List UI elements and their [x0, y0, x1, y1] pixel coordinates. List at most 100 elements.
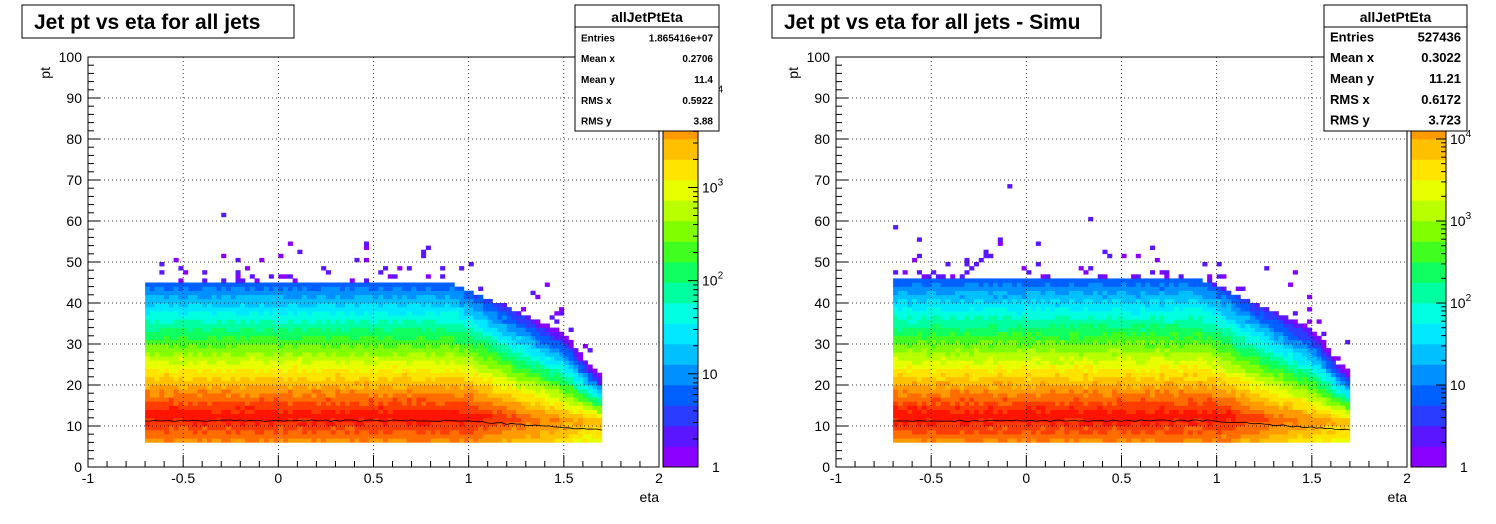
heatmap-cell	[444, 360, 450, 365]
heatmap-cell	[349, 303, 355, 308]
heatmap-cell	[511, 319, 517, 324]
heatmap-cell	[983, 426, 989, 431]
heatmap-cell	[544, 372, 550, 378]
heatmap-cell	[335, 303, 341, 308]
heatmap-cell	[254, 417, 260, 423]
heatmap-cell	[321, 389, 327, 394]
heatmap-cell	[478, 294, 484, 300]
heatmap-cell	[525, 380, 531, 386]
heatmap-cell	[311, 356, 317, 361]
heatmap-cell	[268, 434, 274, 439]
heatmap-cell	[406, 356, 412, 361]
heatmap-cell	[440, 344, 446, 349]
heatmap-cell	[173, 348, 179, 353]
heatmap-cell	[373, 372, 379, 378]
heatmap-cell	[249, 307, 255, 312]
heatmap-cell	[378, 298, 384, 304]
heatmap-cell	[302, 348, 308, 353]
heatmap-cell	[983, 290, 989, 296]
heatmap-cell	[311, 294, 317, 300]
heatmap-cell	[164, 393, 170, 398]
heatmap-cell	[1002, 286, 1008, 291]
heatmap-cell	[183, 413, 189, 419]
heatmap-cell	[582, 393, 588, 398]
heatmap-cell	[363, 393, 370, 398]
heatmap-cell	[530, 323, 536, 328]
heatmap-cell	[582, 426, 588, 431]
heatmap-cell	[344, 352, 351, 357]
heatmap-cell	[444, 364, 450, 369]
heatmap-cell	[211, 389, 217, 394]
heatmap-cell	[440, 380, 446, 386]
heatmap-cell	[973, 421, 980, 427]
heatmap-cell	[983, 311, 989, 316]
heatmap-cell	[406, 339, 412, 345]
heatmap-cell	[211, 286, 217, 291]
heatmap-cell	[573, 376, 579, 382]
heatmap-cell	[559, 393, 565, 398]
heatmap-cell	[202, 270, 208, 275]
heatmap-cell	[940, 360, 946, 365]
heatmap-cell	[211, 438, 217, 443]
heatmap-cell	[501, 364, 508, 369]
heatmap-cell	[1021, 364, 1027, 369]
heatmap-cell	[273, 389, 279, 394]
heatmap-cell	[506, 319, 512, 324]
heatmap-cell	[311, 352, 317, 357]
heatmap-cell	[563, 426, 569, 431]
heatmap-cell	[921, 360, 927, 365]
heatmap-cell	[463, 356, 469, 361]
heatmap-cell	[192, 434, 198, 439]
heatmap-cell	[530, 327, 536, 332]
heatmap-cell	[907, 372, 913, 378]
heatmap-cell	[325, 368, 331, 373]
heatmap-cell	[1016, 339, 1022, 345]
heatmap-cell	[1026, 307, 1032, 312]
heatmap-cell	[406, 315, 412, 320]
heatmap-cell	[178, 315, 184, 320]
heatmap-cell	[988, 253, 994, 259]
heatmap-cell	[311, 327, 317, 332]
heatmap-cell	[149, 430, 155, 435]
heatmap-cell	[1012, 360, 1018, 365]
heatmap-cell	[487, 434, 493, 439]
heatmap-cell	[964, 319, 970, 324]
heatmap-cell	[164, 397, 170, 402]
heatmap-cell	[559, 417, 565, 423]
heatmap-cell	[549, 348, 555, 353]
heatmap-cell	[164, 364, 170, 369]
heatmap-cell	[368, 282, 374, 287]
heatmap-cell	[506, 376, 512, 382]
heatmap-cell	[230, 303, 236, 308]
heatmap-cell	[473, 319, 479, 324]
heatmap-cell	[145, 339, 151, 345]
heatmap-cell	[492, 335, 498, 341]
heatmap-cell	[325, 413, 331, 419]
heatmap-cell	[254, 323, 260, 328]
heatmap-cell	[164, 405, 170, 410]
heatmap-cell	[954, 339, 961, 345]
heatmap-cell	[463, 385, 469, 390]
heatmap-cell	[578, 401, 584, 406]
heatmap-cell	[283, 372, 289, 378]
heatmap-cell	[959, 311, 965, 316]
heatmap-cell	[463, 430, 469, 435]
heatmap-cell	[159, 426, 165, 431]
heatmap-cell	[383, 286, 389, 291]
heatmap-cell	[559, 413, 565, 419]
heatmap-cell	[302, 339, 308, 345]
heatmap-cell	[235, 426, 241, 431]
heatmap-cell	[1012, 426, 1018, 431]
heatmap-cell	[349, 405, 355, 410]
heatmap-cell	[278, 319, 284, 324]
heatmap-cell	[978, 257, 984, 263]
heatmap-cell	[945, 426, 951, 431]
heatmap-cell	[211, 290, 217, 296]
heatmap-cell	[988, 413, 994, 419]
heatmap-cell	[573, 352, 579, 357]
heatmap-cell	[430, 376, 436, 382]
heatmap-cell	[497, 335, 503, 341]
heatmap-cell	[311, 311, 317, 316]
heatmap-cell	[316, 356, 322, 361]
heatmap-cell	[373, 352, 379, 357]
